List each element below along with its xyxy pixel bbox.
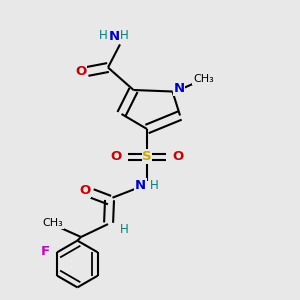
Text: H: H bbox=[99, 29, 108, 42]
Text: CH₃: CH₃ bbox=[42, 218, 63, 228]
Text: H: H bbox=[120, 223, 129, 236]
Text: CH₃: CH₃ bbox=[193, 74, 214, 85]
Text: H: H bbox=[150, 178, 159, 192]
Text: O: O bbox=[110, 150, 122, 163]
Text: N: N bbox=[108, 30, 120, 44]
Text: O: O bbox=[172, 150, 184, 163]
Text: H: H bbox=[120, 29, 129, 42]
Text: F: F bbox=[40, 245, 50, 258]
Text: N: N bbox=[135, 178, 146, 192]
Text: O: O bbox=[75, 65, 87, 78]
Text: N: N bbox=[173, 82, 185, 95]
Text: S: S bbox=[142, 150, 152, 163]
Text: O: O bbox=[79, 184, 91, 197]
